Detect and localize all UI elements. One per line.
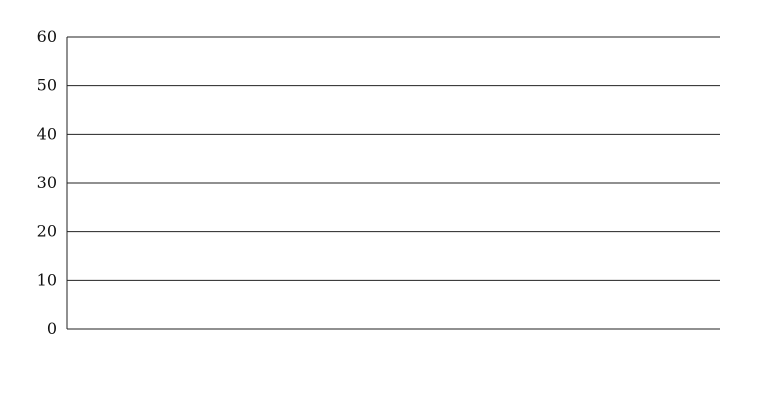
y-tick-label: 0 — [47, 319, 57, 338]
y-tick-label: 30 — [37, 173, 57, 192]
y-tick-label: 10 — [37, 270, 57, 289]
y-tick-label: 50 — [37, 76, 57, 95]
y-tick-label: 40 — [37, 124, 57, 143]
y-tick-label: 60 — [37, 27, 57, 46]
y-tick-label: 20 — [37, 222, 57, 241]
